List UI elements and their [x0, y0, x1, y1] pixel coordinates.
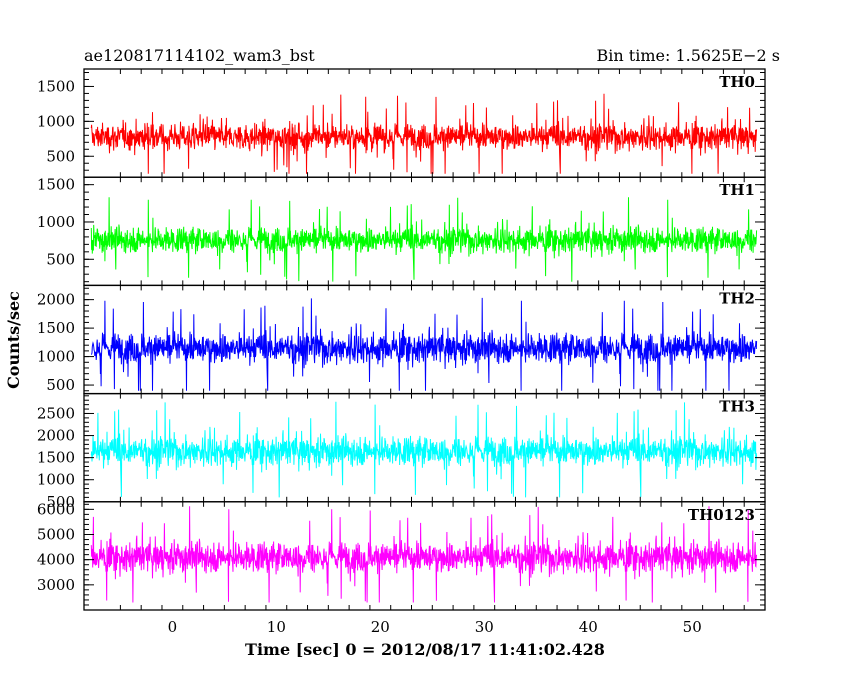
plot-title-right: Bin time: 1.5625E−2 s: [597, 46, 780, 65]
panel-frame: [83, 176, 766, 287]
y-tick-label: 1500: [37, 449, 75, 467]
series-label-th3: TH3: [719, 398, 755, 416]
x-tick-label: 20: [371, 618, 390, 636]
x-tick-label: 10: [267, 618, 286, 636]
panel-th2: 500 1000 1500 2000 TH2: [37, 284, 766, 395]
x-tick-label: 50: [683, 618, 702, 636]
y-tick-label: 1000: [37, 213, 75, 231]
series-line-th0123: [90, 506, 758, 603]
y-tick-label: 6000: [37, 500, 75, 518]
y-tick-label: 1500: [37, 77, 75, 95]
series-label-th2: TH2: [719, 289, 755, 307]
panel-frame: [83, 501, 766, 611]
y-tick-label: 1500: [37, 176, 75, 194]
panel-th1: 500 1000 1500 TH1: [37, 176, 766, 287]
y-tick-label: 2500: [37, 404, 75, 422]
y-axis-label: Counts/sec: [4, 291, 23, 389]
x-axis: 0 10 20 30 40 50: [168, 618, 702, 636]
y-tick-label: 500: [46, 147, 75, 165]
y-tick-label: 1000: [37, 471, 75, 489]
y-tick-label: 5000: [37, 526, 75, 544]
y-tick-label: 1000: [37, 348, 75, 366]
y-tick-label: 500: [46, 493, 75, 511]
series-line-th3: [90, 401, 758, 498]
y-tick-label: 1000: [37, 112, 75, 130]
panel-frame: [83, 68, 766, 178]
series-label-th1: TH1: [719, 181, 755, 199]
panel-th0123: 3000 4000 5000 6000 TH0123: [37, 500, 766, 611]
y-tick-label: 3000: [37, 576, 75, 594]
y-tick-label: 500: [46, 250, 75, 268]
series-line-th1: [90, 197, 758, 282]
y-tick-label: 500: [46, 376, 75, 394]
y-tick-label: 1500: [37, 319, 75, 337]
panel-th3: 500 1000 1500 2000 2500 TH3: [37, 392, 766, 511]
series-label-th0123: TH0123: [688, 506, 755, 524]
series-line-th2: [91, 297, 758, 391]
plot-title-left: ae120817114102_wam3_bst: [84, 46, 315, 65]
y-tick-label: 4000: [37, 551, 75, 569]
panel-th0: 500 1000 1500 TH0: [37, 68, 766, 178]
x-tick-label: 0: [168, 618, 178, 636]
x-tick-label: 40: [579, 618, 598, 636]
series-line-th0: [90, 93, 758, 174]
series-label-th0: TH0: [719, 73, 755, 91]
x-axis-label: Time [sec] 0 = 2012/08/17 11:41:02.428: [245, 640, 605, 659]
panels-group: 500 1000 1500 TH0 500 1000 1500 TH1 500 1000 1500 2…: [37, 68, 766, 611]
x-tick-label: 30: [475, 618, 494, 636]
y-tick-label: 2000: [37, 291, 75, 309]
y-tick-label: 2000: [37, 427, 75, 445]
